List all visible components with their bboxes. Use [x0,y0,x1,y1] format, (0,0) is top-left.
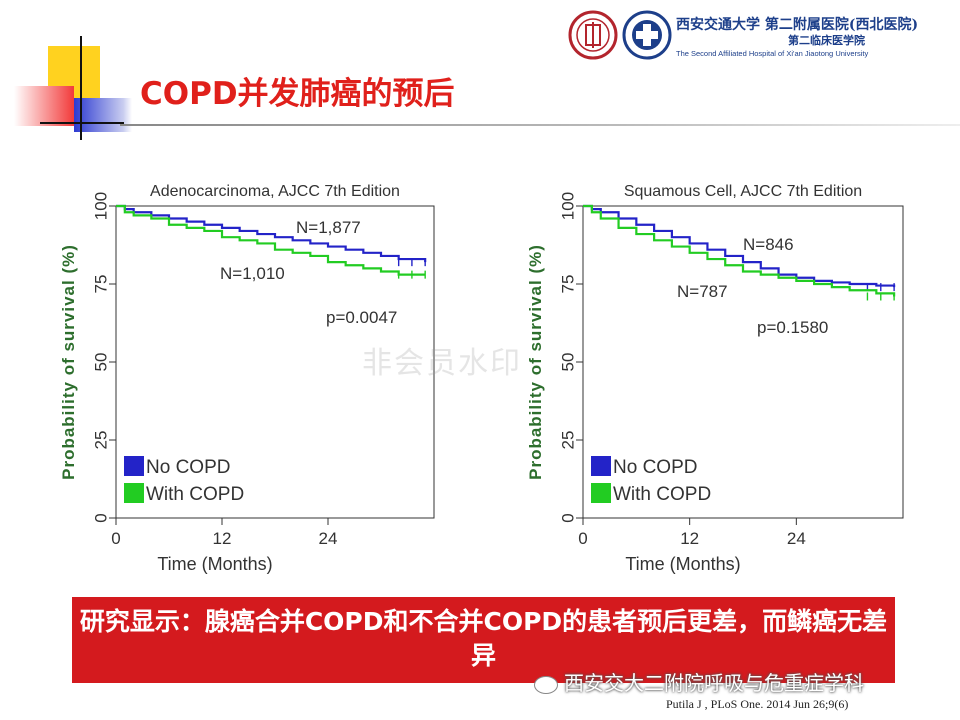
x-axis-label: Time (Months) [157,554,272,574]
survival-curve-with-copd [583,204,896,297]
legend-swatch [124,483,144,503]
y-tick-label: 25 [91,431,110,450]
hospital-header: 西安交通大学 第二附属医院(西北医院) 第二临床医学院 The Second A… [566,8,956,64]
chart-annotation: N=846 [743,235,794,254]
hospital-emblem-icon [622,10,672,60]
y-axis-label: Probability of survival (%) [526,244,545,480]
chart-annotation: p=0.0047 [326,308,397,327]
conclusion-banner: 研究显示：腺癌合并COPD和不合并COPD的患者预后更差，而鳞癌无差异 [72,597,895,683]
university-seal-icon [568,10,618,60]
legend-swatch [591,483,611,503]
x-tick-label: 0 [111,529,120,548]
y-axis-label: Probability of survival (%) [59,244,78,480]
deco-vertical-line [80,36,82,140]
deco-red-block [14,86,74,126]
wechat-icon [534,675,558,694]
chart-annotation: p=0.1580 [757,318,828,337]
deco-horizontal-line [40,122,124,124]
adenocarcinoma-chart: Adenocarcinoma, AJCC 7th Edition 0 25 50 75 1… [59,183,435,574]
chart-annotation: N=1,877 [296,218,361,237]
y-tick-label: 75 [91,275,110,294]
adenocarcinoma-chart-panel: Adenocarcinoma, AJCC 7th Edition 0 25 50 75 1… [58,150,468,590]
hospital-college: 第二临床医学院 [788,34,865,47]
chart-title: Adenocarcinoma, AJCC 7th Edition [150,183,400,200]
y-tick-label: 25 [558,431,577,450]
x-tick-label: 12 [213,529,232,548]
wechat-account-name: 西安交大二附院呼吸与危重症学科 [564,671,864,695]
hospital-english-name: The Second Affiliated Hospital of Xi'an … [676,49,869,58]
x-tick-label: 12 [680,529,699,548]
legend-label: No COPD [613,457,697,478]
legend-label: No COPD [146,457,230,478]
wechat-account-tag: 西安交大二附院呼吸与危重症学科 [534,667,864,696]
legend-label: With COPD [146,484,244,505]
x-tick-label: 0 [578,529,587,548]
hospital-name: 西安交通大学 第二附属医院(西北医院) [676,17,919,33]
x-axis-label: Time (Months) [625,554,740,574]
citation: Putila J , PLoS One. 2014 Jun 26;9(6) [666,697,849,711]
chart-annotation: N=787 [677,282,728,301]
x-tick-label: 24 [787,529,806,548]
legend-swatch [124,456,144,476]
y-tick-label: 50 [91,353,110,372]
squamous-chart: Squamous Cell, AJCC 7th Edition 0 25 50 75 10… [526,183,904,574]
plot-frame [115,205,435,519]
y-tick-label: 100 [558,192,577,220]
y-tick-label: 0 [91,513,110,522]
y-tick-label: 50 [558,353,577,372]
y-tick-label: 0 [558,513,577,522]
chart-annotation: N=1,010 [220,264,285,283]
legend-label: With COPD [613,484,711,505]
title-divider [120,124,960,126]
watermark: 非会员水印 [362,346,522,381]
survival-curve-with-copd [116,204,426,276]
x-tick-label: 24 [319,529,338,548]
y-tick-label: 100 [91,192,110,220]
deco-blue-block [74,98,132,132]
chart-title: Squamous Cell, AJCC 7th Edition [624,183,862,200]
conclusion-text: 研究显示：腺癌合并COPD和不合并COPD的患者预后更差，而鳞癌无差异 [79,607,888,670]
y-tick-label: 75 [558,275,577,294]
legend-swatch [591,456,611,476]
slide-title: COPD并发肺癌的预后 [140,76,455,112]
squamous-chart-panel: Squamous Cell, AJCC 7th Edition 0 25 50 75 10… [525,150,935,590]
